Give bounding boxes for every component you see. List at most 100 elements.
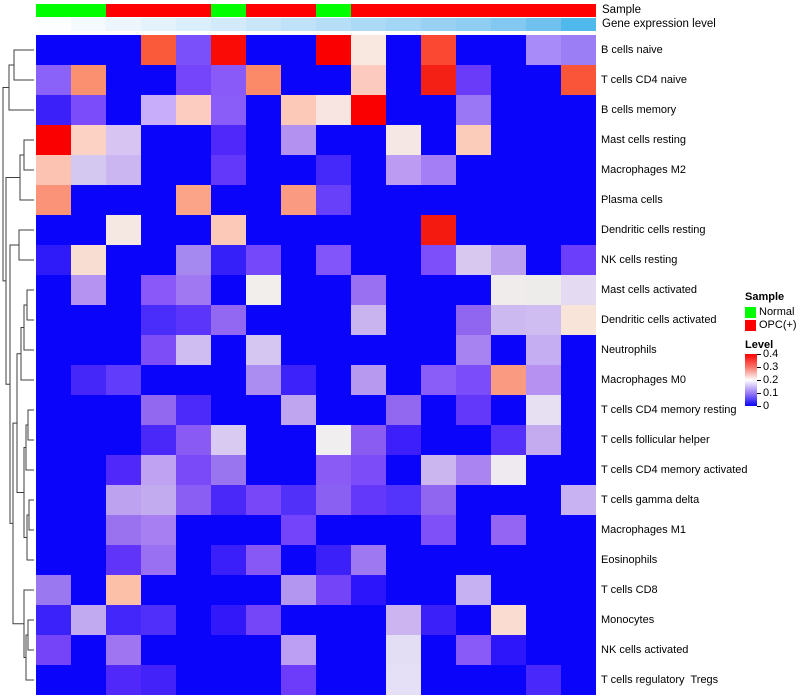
heatmap-cell [386,35,421,65]
heatmap-cell [281,545,316,575]
heatmap-cell [456,485,491,515]
heatmap-cell [526,575,561,605]
heatmap-cell [456,605,491,635]
heatmap-cell [491,515,526,545]
heatmap-cell [246,545,281,575]
heatmap-cell [176,425,211,455]
heatmap-cell [421,215,456,245]
heatmap-cell [526,275,561,305]
heatmap-cell [211,335,246,365]
heatmap-cell [141,65,176,95]
heatmap-cell [106,395,141,425]
heatmap-cell [246,485,281,515]
row-label: Mast cells resting [601,134,686,146]
heatmap-cell [71,95,106,125]
heatmap-cell [386,605,421,635]
expression-annotation-cell [316,18,351,31]
heatmap-cell [141,395,176,425]
heatmap-cell [316,155,351,185]
heatmap-cell [211,35,246,65]
legend-swatch [745,319,756,331]
heatmap-cell [316,215,351,245]
heatmap-cell [211,395,246,425]
dendrogram-branch [5,177,20,385]
heatmap-cell [351,515,386,545]
heatmap-cell [491,215,526,245]
heatmap-cell [316,245,351,275]
dendrogram-branch [23,304,34,351]
heatmap-cell [211,515,246,545]
row-label: Macrophages M1 [601,524,686,536]
heatmap-cell [386,155,421,185]
heatmap-cell [141,35,176,65]
heatmap-cell [316,605,351,635]
heatmap-cell [36,515,71,545]
heatmap-cell [456,95,491,125]
row-label: Dendritic cells activated [601,314,717,326]
heatmap-cell [526,515,561,545]
heatmap-cell [211,275,246,305]
dendrogram-branch [18,229,34,261]
expression-annotation-cell [141,18,176,31]
heatmap-cell [351,365,386,395]
heatmap-cell [456,575,491,605]
heatmap-cell [71,365,106,395]
heatmap-cell [141,365,176,395]
heatmap-cell [526,455,561,485]
row-label: T cells regulatory Tregs [601,674,719,686]
heatmap-cell [456,515,491,545]
sample-annotation-cell [211,4,246,17]
heatmap-cell [176,335,211,365]
heatmap-cell [421,425,456,455]
heatmap-cell [106,665,141,695]
heatmap-cell [71,485,106,515]
heatmap-cell [386,485,421,515]
dendrogram-branch [23,139,34,171]
dendrogram-branch [27,409,34,441]
heatmap-cell [456,215,491,245]
row-label: Dendritic cells resting [601,224,706,236]
heatmap-cell [281,35,316,65]
heatmap-cell [351,215,386,245]
heatmap-cell [561,245,596,275]
sample-annotation-cell [71,4,106,17]
sample-annotation-cell [36,4,71,17]
heatmap-cell [71,245,106,275]
heatmap-cell [351,275,386,305]
heatmap-cell [141,245,176,275]
dendrogram-branch [26,289,34,321]
heatmap-cell [351,485,386,515]
level-tick-label: 0.1 [763,387,779,399]
row-label: T cells CD4 naive [601,74,687,86]
heatmap-cell [561,155,596,185]
heatmap-cell [281,95,316,125]
heatmap-cell [421,515,456,545]
heatmap-cell [246,95,281,125]
heatmap-cell [36,125,71,155]
heatmap-cell [176,245,211,275]
row-label: T cells gamma delta [601,494,700,506]
legend-sample-title: Sample [745,291,785,303]
level-tick-label: 0.4 [763,348,779,360]
sample-annotation-cell [106,4,141,17]
heatmap-cell [211,365,246,395]
heatmap-cell [456,545,491,575]
heatmap-cell [36,245,71,275]
heatmap-cell [351,395,386,425]
heatmap-cell [246,215,281,245]
level-tick-mark [757,393,761,394]
dendrogram-branch [19,154,34,201]
row-label: NK cells activated [601,644,689,656]
heatmap-cell [246,305,281,335]
heatmap-cell [141,305,176,335]
heatmap-cell [281,245,316,275]
expression-annotation-cell [211,18,246,31]
heatmap-cell [281,335,316,365]
heatmap-cell [386,185,421,215]
row-dendrogram [2,49,34,681]
heatmap-cell [316,665,351,695]
heatmap-cell [491,635,526,665]
heatmap-cell [421,605,456,635]
heatmap-cell [211,455,246,485]
heatmap-cell [246,515,281,545]
